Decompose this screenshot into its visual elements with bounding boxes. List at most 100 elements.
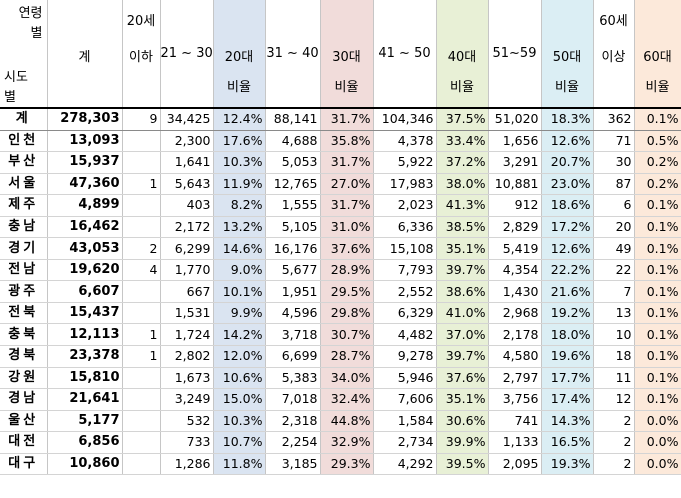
ratio-50s-cell: 12.6% [541, 237, 594, 260]
age-51-59-cell: 1,430 [488, 280, 542, 303]
age-31-40-cell: 16,176 [265, 237, 321, 260]
region-cell: 울산 [0, 410, 48, 433]
ratio-50s-cell: 18.0% [541, 323, 594, 347]
age-41-50-cell: 6,329 [373, 302, 437, 325]
ratio-40s-cell: 39.7% [436, 259, 489, 282]
age-51-59-cell: 5,419 [488, 237, 542, 260]
ratio-30s-cell: 29.5% [320, 280, 374, 303]
ratio-60s-cell: 0.0% [634, 453, 681, 476]
ratio-40s-cell: 39.9% [436, 431, 489, 454]
ratio-40s-cell: 30.6% [436, 410, 489, 433]
region-cell: 전북 [0, 302, 48, 325]
under20-cell [122, 431, 161, 454]
age-51-59-cell: 2,797 [488, 367, 542, 390]
under20-cell: 4 [122, 259, 161, 282]
age-31-40-cell: 3,185 [265, 453, 321, 476]
table-row: 인천 13,093 2,300 17.6% 4,688 35.8% 4,378 33.4% 1,… [0, 130, 681, 153]
ratio-30s-cell: 30.7% [320, 323, 374, 347]
under20-cell: 1 [122, 323, 161, 347]
ratio-20s-cell: 13.2% [213, 216, 266, 239]
header-age-51-59: 51~59 [488, 0, 542, 109]
table-row: 울산 5,177 532 10.3% 2,318 44.8% 1,584 30.6% 741 14… [0, 410, 681, 433]
corner-region-label-2: 별 [4, 90, 16, 105]
ratio-30s-cell: 31.7% [320, 194, 374, 217]
ratio-60s-cell: 0.1% [634, 216, 681, 239]
age-21-30-cell: 1,641 [160, 151, 214, 174]
header-over60: 60세 이상 [593, 0, 635, 109]
ratio-20s-cell: 12.0% [213, 345, 266, 368]
total-cell: 6,607 [47, 280, 123, 303]
age-51-59-cell: 10,881 [488, 173, 542, 196]
ratio-60s-cell: 0.0% [634, 410, 681, 433]
total-cell: 12,113 [47, 323, 123, 347]
header-age-21-30: 21 ~ 30 [160, 0, 214, 109]
ratio-60s-cell: 0.1% [634, 367, 681, 390]
region-cell: 전남 [0, 259, 48, 282]
under20-cell [122, 367, 161, 390]
age-31-40-cell: 4,596 [265, 302, 321, 325]
age-31-40-cell: 1,951 [265, 280, 321, 303]
ratio-50s-cell: 16.5% [541, 431, 594, 454]
age-21-30-cell: 1,673 [160, 367, 214, 390]
total-cell: 16,462 [47, 216, 123, 239]
ratio-20s-cell: 12.4% [213, 108, 266, 131]
age-41-50-cell: 15,108 [373, 237, 437, 260]
total-cell: 10,860 [47, 453, 123, 476]
ratio-50s-cell: 12.6% [541, 130, 594, 153]
table-row: 경기 43,053 2 6,299 14.6% 16,176 37.6% 15,108 35.1… [0, 237, 681, 260]
over60-cell: 20 [593, 216, 635, 239]
ratio-50s-cell: 17.7% [541, 367, 594, 390]
header-total: 계 [47, 0, 123, 109]
ratio-40s-cell: 37.6% [436, 367, 489, 390]
ratio-60s-cell: 0.1% [634, 388, 681, 411]
under20-cell [122, 194, 161, 217]
ratio-20s-cell: 10.3% [213, 410, 266, 433]
age-41-50-cell: 4,378 [373, 130, 437, 153]
region-cell: 제주 [0, 194, 48, 217]
age-41-50-cell: 104,346 [373, 108, 437, 131]
under20-cell [122, 280, 161, 303]
region-cell: 경기 [0, 237, 48, 260]
ratio-50s-cell: 17.4% [541, 388, 594, 411]
ratio-60s-cell: 0.1% [634, 323, 681, 347]
header-age-31-40: 31 ~ 40 [265, 0, 321, 109]
over60-cell: 11 [593, 367, 635, 390]
ratio-30s-cell: 35.8% [320, 130, 374, 153]
header-row: 연령 별 시도 별 계 20세 이하 21 ~ 30 20대 [0, 0, 681, 109]
table-row: 제주 4,899 403 8.2% 1,555 31.7% 2,023 41.3% 912 18.… [0, 194, 681, 217]
region-cell: 대전 [0, 431, 48, 454]
ratio-50s-cell: 19.3% [541, 453, 594, 476]
region-cell: 서울 [0, 173, 48, 196]
table-row: 대전 6,856 733 10.7% 2,254 32.9% 2,734 39.9% 1,133… [0, 431, 681, 454]
ratio-40s-cell: 35.1% [436, 237, 489, 260]
ratio-40s-cell: 38.5% [436, 216, 489, 239]
age-51-59-cell: 3,291 [488, 151, 542, 174]
ratio-60s-cell: 0.2% [634, 151, 681, 174]
ratio-60s-cell: 0.1% [634, 108, 681, 131]
ratio-60s-cell: 0.1% [634, 345, 681, 368]
ratio-50s-cell: 14.3% [541, 410, 594, 433]
age-41-50-cell: 17,983 [373, 173, 437, 196]
total-cell: 5,177 [47, 410, 123, 433]
age-21-30-cell: 1,724 [160, 323, 214, 347]
ratio-50s-cell: 22.2% [541, 259, 594, 282]
ratio-30s-cell: 28.7% [320, 345, 374, 368]
ratio-40s-cell: 38.0% [436, 173, 489, 196]
corner-region-label: 시도 [4, 70, 28, 85]
over60-cell: 362 [593, 108, 635, 131]
ratio-40s-cell: 41.3% [436, 194, 489, 217]
ratio-50s-cell: 21.6% [541, 280, 594, 303]
age-51-59-cell: 2,968 [488, 302, 542, 325]
ratio-20s-cell: 11.8% [213, 453, 266, 476]
over60-cell: 87 [593, 173, 635, 196]
age-41-50-cell: 6,336 [373, 216, 437, 239]
over60-cell: 2 [593, 410, 635, 433]
age-41-50-cell: 7,793 [373, 259, 437, 282]
ratio-30s-cell: 32.9% [320, 431, 374, 454]
region-cell: 충북 [0, 323, 48, 347]
ratio-30s-cell: 31.7% [320, 108, 374, 131]
table-row: 광주 6,607 667 10.1% 1,951 29.5% 2,552 38.6% 1,430… [0, 280, 681, 303]
under20-cell [122, 130, 161, 153]
age-41-50-cell: 9,278 [373, 345, 437, 368]
ratio-40s-cell: 37.5% [436, 108, 489, 131]
